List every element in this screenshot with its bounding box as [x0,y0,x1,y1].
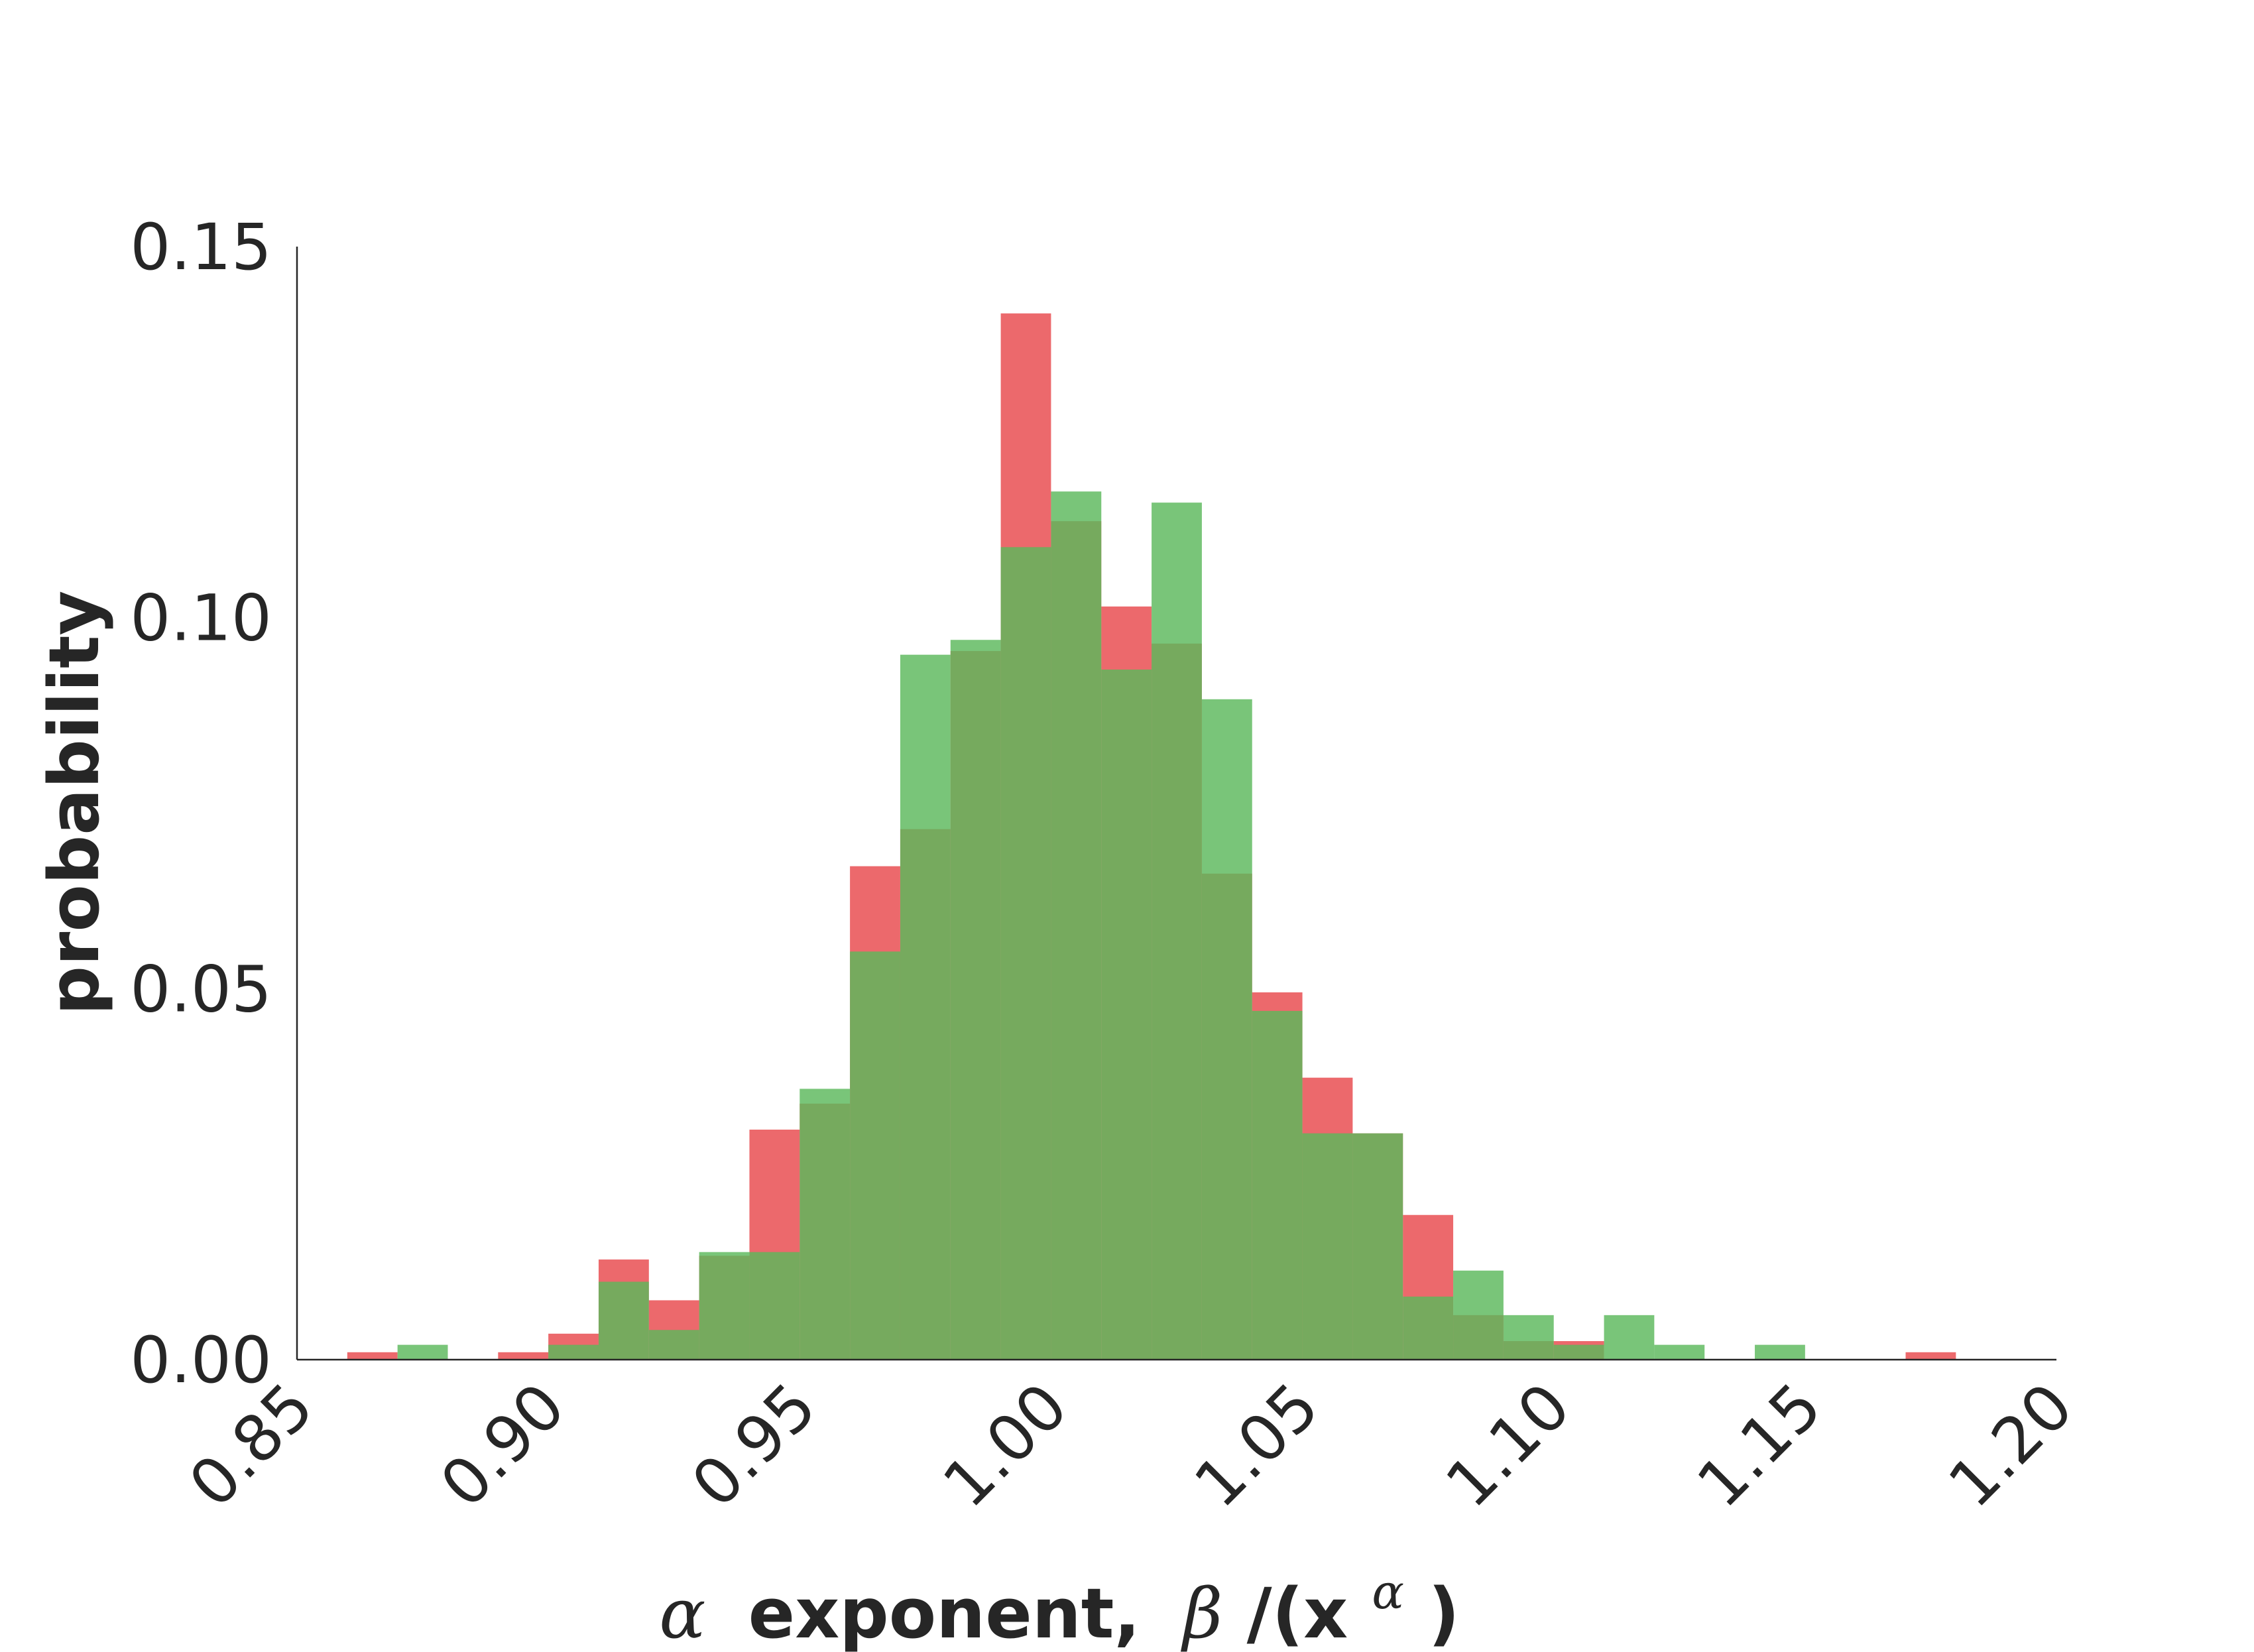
x-axis-label: α exponent, β /(x α ) [659,1544,1460,1652]
y-tick-label: 0.10 [130,581,272,656]
histogram-bar-series-1-bin-4 [498,1352,549,1360]
y-axis-label: probability [34,591,115,1016]
x-tick-label: 0.90 [426,1369,579,1521]
histogram-bar-series-2-bin-21 [1352,1133,1403,1360]
x-axis-label-rest: /(x [1247,1573,1348,1652]
histogram-bar-series-2-bin-7 [648,1330,699,1360]
histogram-bar-series-2-bin-10 [800,1089,851,1360]
y-tick-label: 0.00 [130,1323,272,1397]
histogram-bar-series-2-bin-14 [1000,547,1051,1360]
histogram-bar-series-2-bin-20 [1302,1133,1353,1360]
x-tick-labels: 0.85 0.90 0.95 1.00 1.05 1.10 1.15 1.20 [175,1369,2087,1521]
histogram-bar-series-2-bin-27 [1654,1344,1705,1360]
x-axis-label-sup: α [1372,1564,1404,1620]
histogram-bar-series-2-bin-16 [1101,670,1152,1360]
x-axis-label-alpha: α [659,1573,705,1652]
histogram-bar-series-2-bin-5 [548,1344,599,1360]
histogram-bar-series-2-bin-15 [1051,491,1102,1360]
histogram-bar-series-2-bin-2 [397,1344,448,1360]
histogram-bar-series-2-bin-17 [1152,502,1202,1360]
y-tick-label: 0.05 [130,952,272,1026]
x-tick-label: 1.05 [1180,1369,1333,1521]
histogram-bar-series-2-bin-29 [1755,1344,1805,1360]
x-axis-label-middle: exponent, [748,1573,1140,1652]
x-tick-label: 1.00 [929,1369,1081,1521]
y-tick-label: 0.15 [130,210,272,284]
histogram-bar-series-2-bin-13 [950,640,1001,1360]
x-tick-label: 1.15 [1683,1369,1836,1521]
histogram-bar-series-2-bin-18 [1201,699,1252,1360]
histogram-bar-series-2-bin-24 [1503,1315,1554,1360]
histogram-bar-series-2-bin-25 [1553,1344,1604,1360]
histogram-bar-series-1-bin-1 [347,1352,398,1360]
bars-layer [347,313,1956,1360]
x-tick-label: 0.95 [678,1369,830,1521]
histogram-bar-series-2-bin-19 [1252,1010,1303,1360]
x-tick-label: 1.10 [1432,1369,1584,1521]
histogram-bar-series-2-bin-8 [699,1252,750,1360]
histogram-bar-series-2-bin-12 [900,654,951,1360]
histogram-bar-series-2-bin-6 [598,1281,649,1360]
histogram-bar-series-1-bin-32 [1905,1352,1956,1360]
histogram-bar-series-2-bin-9 [749,1252,800,1360]
histogram-bar-series-2-bin-11 [850,951,900,1360]
x-axis-label-close: ) [1428,1573,1460,1652]
x-tick-label: 1.20 [1934,1369,2087,1521]
histogram-bar-series-2-bin-22 [1403,1296,1454,1360]
histogram-bar-series-2-bin-26 [1604,1315,1655,1360]
histogram-bar-series-2-bin-23 [1453,1270,1504,1360]
x-axis-label-beta: β [1180,1573,1222,1652]
y-tick-labels: 0.00 0.05 0.10 0.15 [130,210,272,1397]
